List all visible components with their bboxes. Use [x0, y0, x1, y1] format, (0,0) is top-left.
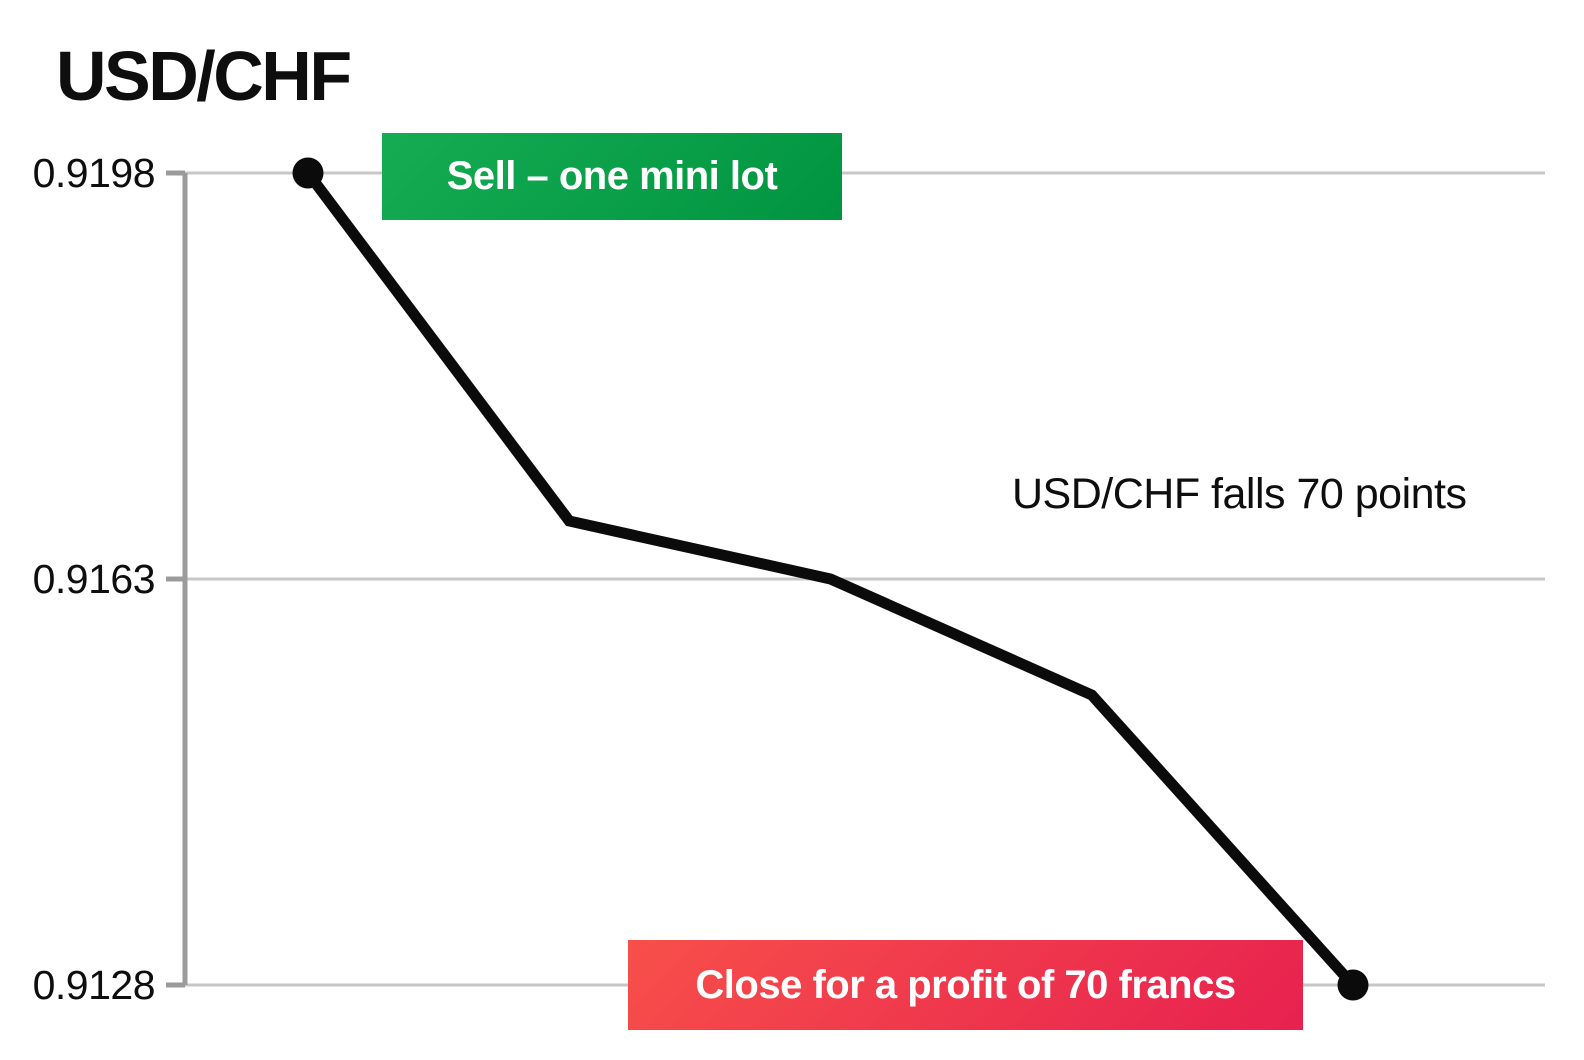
y-axis-tick-label-low: 0.9128	[32, 962, 156, 1008]
page-title: USD/CHF	[56, 37, 352, 115]
sell-annotation-label: Sell – one mini lot	[446, 154, 778, 198]
sell-annotation-badge: Sell – one mini lot	[382, 133, 842, 220]
end-point-dot	[1337, 969, 1369, 1001]
price-line	[303, 169, 1358, 989]
y-axis-tick-label-high: 0.9198	[32, 150, 156, 196]
y-axis-tick-label-mid: 0.9163	[32, 556, 156, 602]
price-move-annotation: USD/CHF falls 70 points	[1012, 470, 1467, 518]
close-annotation-badge: Close for a profit of 70 francs	[628, 940, 1303, 1030]
start-point-dot	[292, 157, 324, 189]
close-annotation-label: Close for a profit of 70 francs	[695, 962, 1236, 1007]
